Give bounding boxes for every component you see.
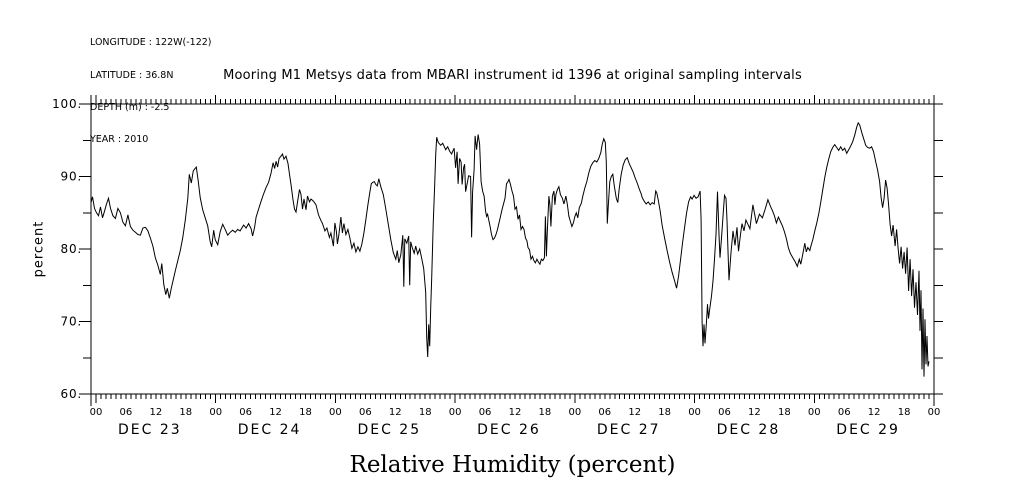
y-tick-labels: 100. 90. 80. 70. 60. <box>52 97 82 401</box>
svg-text:06: 06 <box>598 407 611 418</box>
svg-text:100.: 100. <box>52 97 82 111</box>
svg-text:18: 18 <box>898 407 911 418</box>
svg-text:06: 06 <box>479 407 492 418</box>
svg-text:00: 00 <box>449 407 462 418</box>
metadata-longitude: LONGITUDE : 122W(-122) <box>90 37 212 49</box>
svg-text:06: 06 <box>718 407 731 418</box>
svg-text:90.: 90. <box>61 170 82 184</box>
svg-text:12: 12 <box>389 407 402 418</box>
svg-text:18: 18 <box>179 407 192 418</box>
svg-text:12: 12 <box>748 407 761 418</box>
svg-text:00: 00 <box>688 407 701 418</box>
svg-text:DEC 29: DEC 29 <box>836 422 900 438</box>
metadata-latitude: LATITUDE : 36.8N <box>90 69 174 81</box>
metadata-year: YEAR : 2010 <box>90 133 149 145</box>
svg-text:00: 00 <box>329 407 342 418</box>
svg-text:06: 06 <box>838 407 851 418</box>
x-ticks <box>95 95 935 403</box>
svg-text:DEC 26: DEC 26 <box>477 422 541 438</box>
svg-text:18: 18 <box>658 407 671 418</box>
svg-text:06: 06 <box>120 407 133 418</box>
chart-title: Mooring M1 Metsys data from MBARI instru… <box>223 68 802 83</box>
svg-text:80.: 80. <box>61 242 82 256</box>
svg-text:60.: 60. <box>61 387 82 401</box>
station-metadata: LONGITUDE : 122W(-122) LATITUDE : 36.8N … <box>90 17 212 167</box>
svg-text:DEC 28: DEC 28 <box>717 422 781 438</box>
svg-text:12: 12 <box>868 407 881 418</box>
svg-text:06: 06 <box>359 407 372 418</box>
y-ticks <box>79 103 943 395</box>
svg-text:00: 00 <box>568 407 581 418</box>
svg-text:12: 12 <box>149 407 162 418</box>
svg-text:DEC 24: DEC 24 <box>238 422 302 438</box>
svg-text:18: 18 <box>299 407 312 418</box>
svg-text:00: 00 <box>808 407 821 418</box>
svg-text:06: 06 <box>239 407 252 418</box>
x-day-labels: DEC 23 DEC 24 DEC 25 DEC 26 DEC 27 DEC 28 DEC … <box>118 422 900 438</box>
svg-text:12: 12 <box>509 407 522 418</box>
svg-text:18: 18 <box>539 407 552 418</box>
x-hour-labels: 00 06 12 18 00 06 12 18 00 06 12 18 00 06 12 18 00 06 12 18… <box>90 407 941 418</box>
svg-text:70.: 70. <box>61 315 82 329</box>
svg-text:DEC 27: DEC 27 <box>597 422 661 438</box>
svg-text:00: 00 <box>209 407 222 418</box>
metadata-depth: DEPTH (m) : -2.5 <box>90 101 170 113</box>
svg-text:DEC 23: DEC 23 <box>118 422 182 438</box>
svg-text:12: 12 <box>628 407 641 418</box>
svg-text:18: 18 <box>778 407 791 418</box>
x-axis-title: Relative Humidity (percent) <box>349 452 676 478</box>
svg-text:00: 00 <box>928 407 941 418</box>
svg-text:00: 00 <box>90 407 103 418</box>
humidity-line <box>90 121 930 377</box>
plot-axes <box>79 95 943 406</box>
svg-text:DEC 25: DEC 25 <box>357 422 421 438</box>
svg-text:12: 12 <box>269 407 282 418</box>
svg-text:18: 18 <box>419 407 432 418</box>
